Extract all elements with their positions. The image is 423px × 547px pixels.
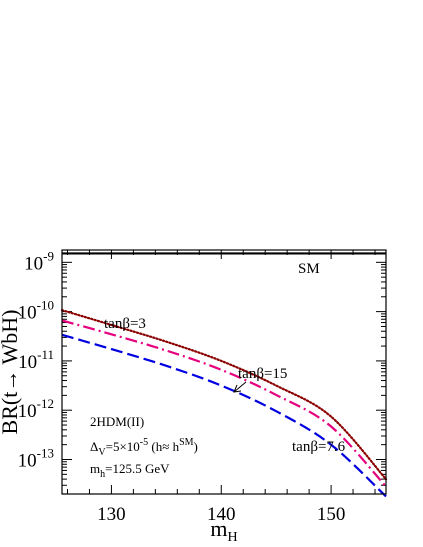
y-tick-base: 10 bbox=[18, 401, 37, 422]
y-tick-base: 10 bbox=[18, 303, 37, 324]
series-layer bbox=[60, 252, 388, 498]
model-label: 2HDM(II) bbox=[90, 414, 144, 429]
tanbeta-15-pointer-head bbox=[233, 384, 242, 393]
y-tick-exponent: -10 bbox=[37, 298, 54, 313]
y-tick-base: 10 bbox=[24, 253, 43, 274]
x-tick-label: 150 bbox=[317, 504, 346, 525]
delta-label: ΔV=5×10-5 (h≈ hSM) bbox=[90, 437, 198, 458]
series-line-tan-3 bbox=[60, 309, 388, 481]
x-axis-label-main: m bbox=[210, 516, 227, 541]
series-line-tan-7-6 bbox=[61, 333, 387, 498]
y-tick-base: 10 bbox=[18, 352, 37, 373]
delta-paren-close: ) bbox=[194, 439, 198, 454]
y-axis-label: BR(t→ WbH) bbox=[0, 310, 22, 435]
delta-exp: -5 bbox=[140, 437, 148, 448]
mass-main: m bbox=[90, 461, 100, 476]
y-tick-base: 10 bbox=[18, 450, 37, 471]
tanbeta-7-6-label: tanβ=7.6 bbox=[292, 439, 346, 455]
x-axis-label-sub: H bbox=[228, 530, 238, 545]
x-tick-label: 140 bbox=[207, 504, 236, 525]
y-tick-label: 10-11 bbox=[18, 347, 54, 373]
tanbeta-15-pointer bbox=[233, 381, 247, 393]
delta-paren-sup: SM bbox=[179, 437, 194, 448]
y-tick-label: 10-13 bbox=[18, 445, 54, 471]
delta-eq: =5×10 bbox=[106, 439, 140, 454]
tanbeta-15-label: tanβ=15 bbox=[238, 366, 287, 382]
plot-frame bbox=[61, 249, 387, 495]
y-tick-exponent: -12 bbox=[37, 396, 54, 411]
y-tick-label: 10-10 bbox=[18, 298, 54, 324]
y-tick-label: 10-12 bbox=[18, 396, 54, 422]
y-tick-label: 10-9 bbox=[24, 248, 54, 274]
y-tick-exponent: -9 bbox=[43, 248, 54, 263]
axis-ticks bbox=[62, 250, 386, 495]
mass-sub: h bbox=[100, 469, 105, 480]
delta-main: Δ bbox=[90, 439, 98, 454]
x-axis-label: mH bbox=[210, 516, 237, 545]
y-tick-exponent: -11 bbox=[37, 347, 54, 362]
higgs-mass-label: mh=125.5 GeV bbox=[90, 461, 170, 480]
delta-paren-open: (h≈ h bbox=[148, 439, 179, 454]
series-line-tan-15 bbox=[61, 319, 387, 488]
mass-val: =125.5 GeV bbox=[105, 461, 170, 476]
x-tick-label: 130 bbox=[97, 504, 126, 525]
sm-label: SM bbox=[298, 261, 320, 277]
tanbeta-3-label: tanβ=3 bbox=[104, 316, 146, 332]
delta-sub: V bbox=[98, 447, 106, 458]
y-tick-exponent: -13 bbox=[37, 445, 54, 460]
